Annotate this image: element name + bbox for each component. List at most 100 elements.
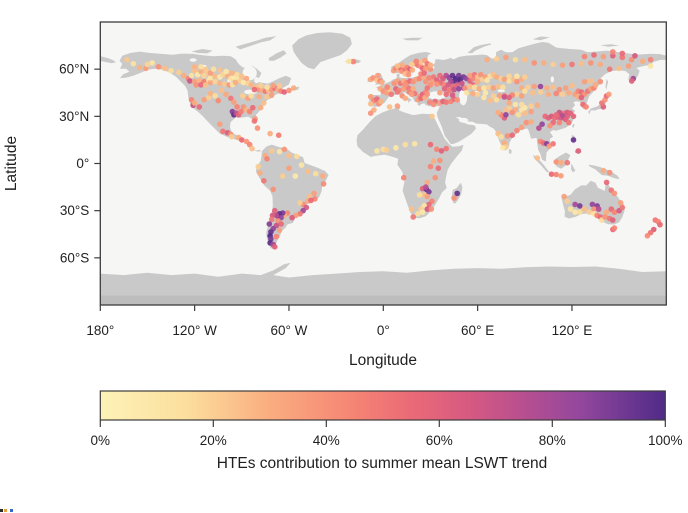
data-point — [529, 90, 536, 96]
data-point — [221, 81, 228, 87]
screen-corner-artifact — [0, 509, 13, 512]
data-point — [528, 108, 534, 115]
data-point — [217, 67, 223, 73]
landmass — [402, 37, 423, 41]
data-point — [187, 78, 193, 84]
landmass — [292, 32, 352, 70]
data-point — [426, 189, 432, 195]
data-point — [239, 73, 245, 79]
data-point — [537, 89, 544, 95]
data-point — [243, 75, 250, 82]
data-point — [577, 203, 583, 209]
data-point — [632, 53, 638, 59]
data-point — [628, 78, 635, 84]
data-point — [500, 145, 506, 151]
data-point — [470, 90, 476, 97]
landmass — [356, 105, 464, 219]
data-point — [495, 83, 501, 90]
data-point — [367, 101, 374, 107]
data-point — [228, 134, 235, 140]
data-point — [562, 85, 569, 91]
data-point — [518, 101, 525, 108]
data-point — [427, 62, 434, 68]
data-point — [454, 97, 461, 103]
data-point — [474, 91, 481, 98]
data-point — [426, 75, 432, 81]
data-point — [617, 200, 624, 206]
data-point — [619, 204, 626, 211]
data-point — [149, 60, 155, 66]
y-axis: 60°N 30°N 0° 30°S 60°S — [59, 62, 101, 265]
data-point — [430, 158, 437, 164]
data-point — [416, 192, 423, 198]
data-point — [223, 91, 229, 98]
data-point — [424, 206, 431, 212]
data-point — [610, 53, 616, 59]
data-point — [595, 206, 602, 212]
data-point — [449, 92, 456, 98]
data-point — [415, 211, 421, 217]
data-point — [424, 179, 431, 186]
data-point — [202, 66, 209, 72]
x-axis-label: Longitude — [349, 352, 417, 369]
data-point — [572, 209, 578, 215]
data-point — [273, 212, 280, 219]
data-point — [611, 190, 618, 197]
data-point — [570, 137, 577, 143]
data-point — [496, 93, 503, 99]
colorbar-tick-label: 0% — [91, 433, 111, 448]
data-point — [443, 145, 450, 152]
data-point — [212, 78, 218, 85]
landmass — [268, 50, 287, 61]
sea-lake — [458, 117, 469, 123]
colorbar-frame — [99, 390, 666, 421]
landmass — [572, 123, 575, 128]
data-point — [559, 62, 566, 68]
data-point — [506, 78, 512, 84]
data-point — [503, 112, 509, 118]
data-point — [589, 201, 596, 208]
data-point — [567, 206, 574, 212]
data-point — [312, 170, 319, 177]
landmass — [570, 162, 576, 173]
data-point — [212, 93, 218, 99]
data-point — [525, 84, 531, 90]
y-tick-label: 60°S — [60, 250, 89, 265]
data-point — [207, 79, 214, 86]
landmass — [100, 56, 116, 64]
x-tick-label: 120° E — [552, 323, 593, 338]
data-point — [246, 108, 253, 115]
data-point — [547, 123, 553, 129]
data-point — [485, 84, 492, 90]
data-point — [443, 99, 450, 105]
data-point — [272, 207, 278, 214]
data-point — [588, 60, 594, 66]
data-point — [402, 141, 409, 148]
colorbar-bar — [100, 391, 666, 420]
data-point — [410, 86, 417, 92]
landmass — [467, 43, 492, 54]
data-point — [419, 209, 426, 215]
data-point — [559, 91, 566, 98]
landmass — [600, 44, 620, 47]
data-point — [506, 73, 512, 79]
data-point — [493, 97, 500, 103]
data-point — [438, 148, 445, 154]
data-point — [240, 79, 247, 86]
data-point — [572, 201, 578, 208]
data-point — [254, 125, 261, 131]
data-point — [409, 67, 416, 73]
data-point — [553, 90, 559, 97]
data-point — [467, 83, 473, 90]
landmass — [368, 42, 667, 162]
data-point — [191, 100, 198, 106]
data-point — [215, 97, 221, 104]
data-point — [266, 221, 273, 227]
data-point — [311, 190, 317, 197]
data-point — [432, 174, 439, 181]
data-point — [268, 216, 275, 223]
data-point — [136, 64, 143, 71]
data-point — [198, 64, 204, 70]
data-point — [394, 103, 401, 109]
